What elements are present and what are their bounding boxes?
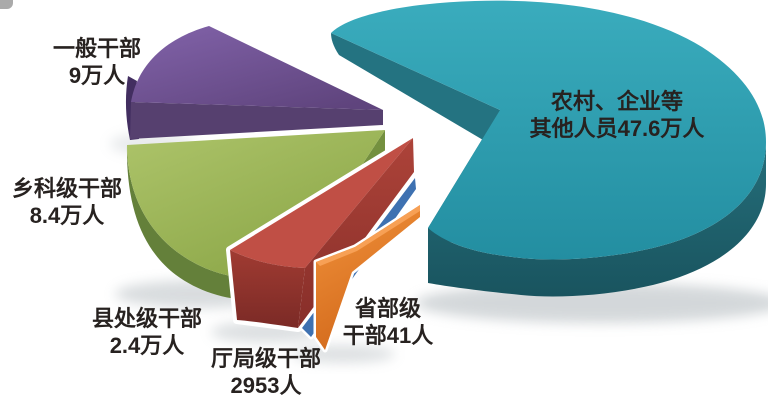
label-township-line1: 乡科级干部 [11, 176, 123, 201]
slice-county-top-face [230, 138, 413, 268]
slice-township-top-face [127, 130, 385, 279]
label-bureau: 厅局级干部 2953人 [211, 345, 321, 399]
slice-provincial [313, 202, 423, 353]
label-other-line1: 农村、企业等 [550, 89, 684, 114]
label-general-line1: 一般干部 [52, 36, 142, 61]
scan-artifact [0, 0, 13, 9]
label-other-line2: 其他人员47.6万人 [529, 116, 705, 141]
slice-other-top-face [331, 0, 766, 260]
slice-general-front-wall [130, 102, 383, 139]
label-county: 县处级干部 2.4万人 [92, 305, 202, 359]
slice-provincial-top-edge [316, 205, 420, 266]
shadow-orange [291, 345, 395, 363]
label-township: 乡科级干部 8.4万人 [12, 175, 122, 229]
label-general: 一般干部 9万人 [53, 35, 141, 89]
label-bureau-line2: 2953人 [230, 373, 302, 398]
slice-county-front-wall [230, 250, 305, 328]
label-bureau-line1: 厅局级干部 [210, 346, 322, 371]
slice-provincial-main-face [316, 205, 420, 350]
label-county-line1: 县处级干部 [91, 306, 203, 331]
label-general-line2: 9万人 [68, 63, 126, 88]
slice-other-rim-wall [428, 142, 766, 297]
label-other: 农村、企业等 其他人员47.6万人 [530, 88, 705, 142]
label-township-line2: 8.4万人 [29, 203, 105, 228]
label-provincial: 省部级 干部41人 [343, 295, 433, 349]
slice-township-rim-wall [126, 145, 313, 300]
slice-general [125, 26, 383, 140]
label-provincial-line2: 干部41人 [342, 323, 434, 348]
slice-other [331, 0, 766, 297]
slice-other-cut-face-upper [331, 33, 500, 150]
slice-general-top-face [131, 26, 383, 110]
label-provincial-line1: 省部级 [354, 296, 422, 321]
label-county-line2: 2.4万人 [109, 333, 185, 358]
